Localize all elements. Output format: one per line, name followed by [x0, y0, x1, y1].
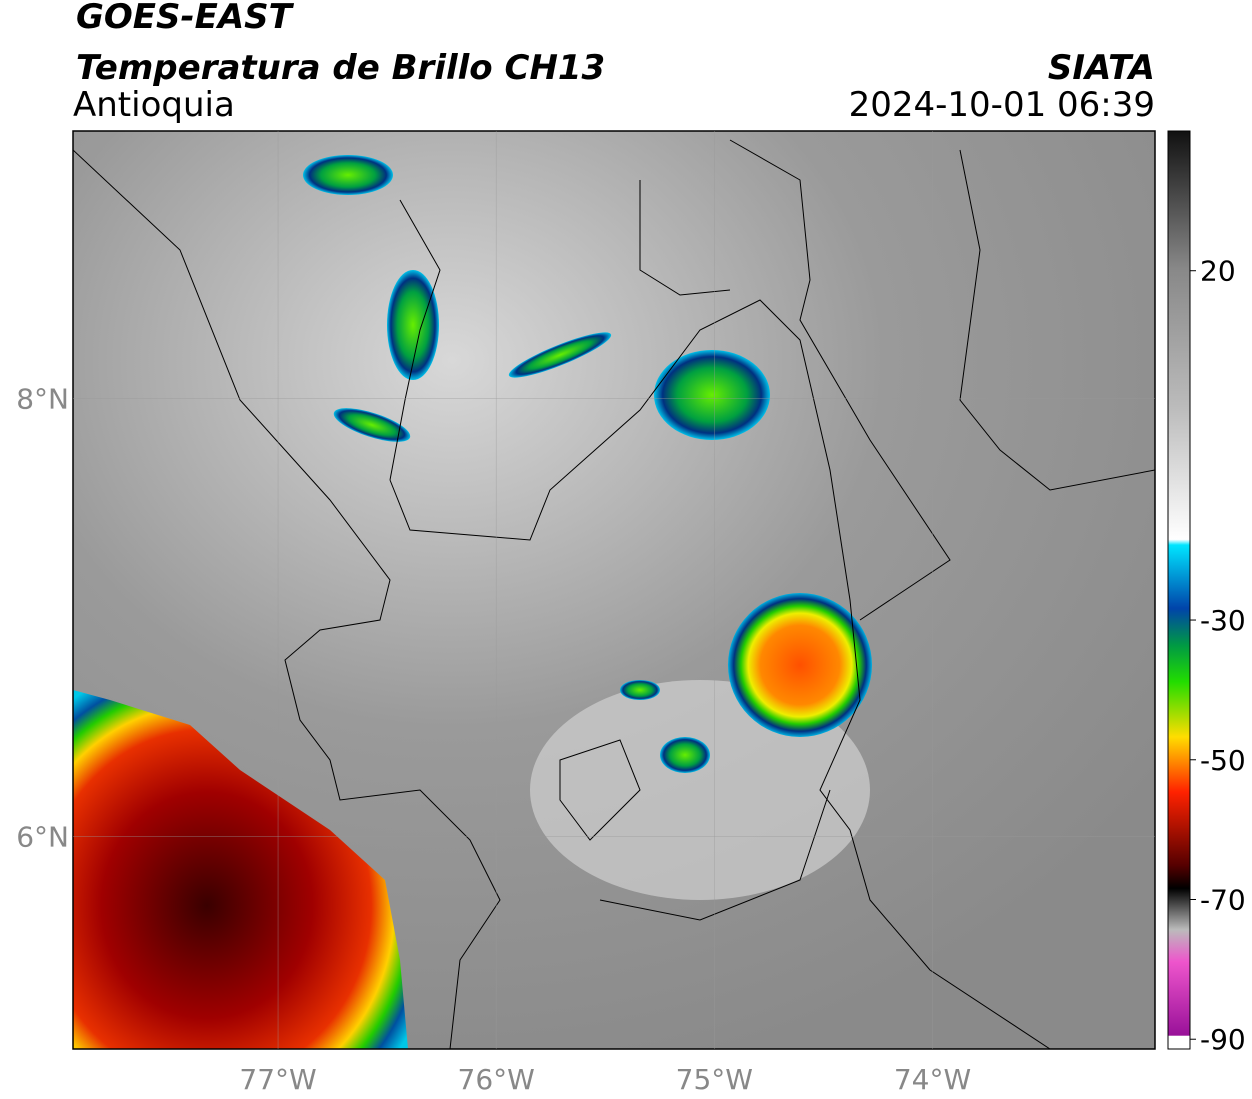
x-tick-label: 74°W: [894, 1063, 971, 1096]
storm-cell: [387, 270, 439, 380]
boundary: [73, 149, 501, 1049]
map-frame: [72, 130, 1156, 1050]
datetime: 2024-10-01 06:39: [849, 85, 1155, 125]
storm-area: [73, 690, 408, 1049]
storm-cell: [303, 155, 393, 195]
y-tick-label: 8°N: [16, 382, 69, 415]
x-tick-label: 76°W: [458, 1063, 535, 1096]
colorbar-tick-label: -70: [1200, 883, 1246, 916]
colorbar-tick-label: -90: [1200, 1023, 1246, 1056]
boundary: [729, 139, 1155, 621]
colorbar: [1167, 130, 1191, 1050]
storm-cell: [333, 408, 411, 442]
map: [73, 131, 1155, 1049]
title-line2: Temperatura de Brillo CH13: [76, 48, 605, 88]
storm-cell: [620, 680, 660, 700]
colorbar-tick-label: -30: [1200, 604, 1246, 637]
colorbar-tick-label: -50: [1200, 744, 1246, 777]
storm-cell: [654, 350, 770, 440]
region: Antioquia: [73, 85, 235, 125]
x-tick-label: 77°W: [239, 1063, 316, 1096]
boundary: [389, 180, 831, 921]
x-tick-label: 75°W: [676, 1063, 753, 1096]
boundary: [389, 299, 1051, 1049]
colorbar-tick-label: 20: [1200, 255, 1236, 288]
source: SIATA: [1048, 48, 1155, 88]
y-tick-label: 6°N: [16, 820, 69, 853]
title-line1: GOES-EAST: [76, 0, 295, 37]
storm-cell: [508, 332, 612, 378]
storm-cell: [728, 593, 872, 737]
storm-cell: [660, 737, 710, 773]
